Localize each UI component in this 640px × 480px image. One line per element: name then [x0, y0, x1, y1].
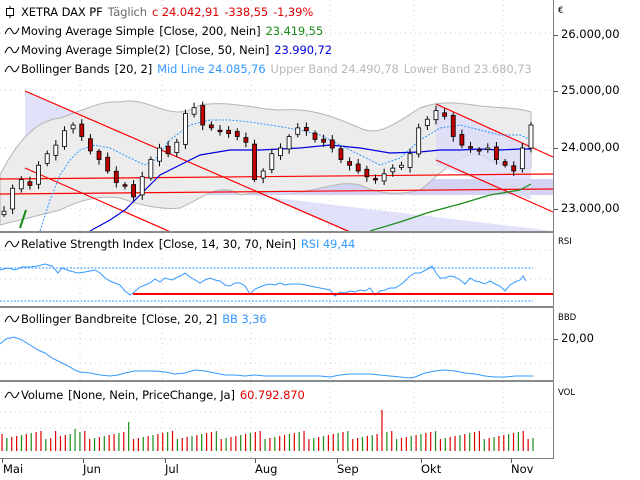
indicator-params: [Close, 200, Nein]: [159, 23, 261, 38]
y-tick: [554, 91, 558, 92]
x-label-aug: Aug: [255, 462, 278, 476]
price-legend: XETRA DAX PF Täglich c 24.042,91 -338,55…: [4, 2, 532, 78]
legend-bollinger[interactable]: Bollinger Bands [20, 2] Mid Line 24.085,…: [4, 59, 532, 78]
indicator-params: [20, 2]: [114, 61, 153, 76]
line-indicator-icon: [4, 65, 20, 72]
legend-instrument[interactable]: XETRA DAX PF Täglich c 24.042,91 -338,55…: [4, 2, 532, 21]
line-indicator-icon: [4, 315, 20, 322]
indicator-params: [Close, 50, Nein]: [175, 42, 270, 57]
bbd-value: BB 3,36: [222, 311, 267, 326]
change-pct: -1,39%: [273, 4, 314, 19]
rsi-title: Relative Strength Index: [21, 236, 154, 251]
x-label-okt: Okt: [421, 462, 442, 476]
interval: Täglich: [107, 4, 147, 19]
indicator-name: Moving Average Simple: [21, 23, 155, 38]
indicator-name: Bollinger Bands: [21, 61, 110, 76]
bb-mid-value: Mid Line 24.085,76: [157, 61, 266, 76]
line-indicator-icon: [4, 46, 20, 53]
candle-icon: [6, 5, 14, 18]
close-price: c 24.042,91: [151, 4, 220, 19]
x-label-mai: Mai: [3, 462, 24, 476]
x-label-jun: Jun: [83, 462, 101, 476]
volume-value: 60.792.870: [239, 387, 305, 402]
vol-axis-label: VOL: [558, 388, 576, 398]
y-tick-label: 23.000,00: [561, 201, 620, 215]
legend-ma50[interactable]: Moving Average Simple(2) [Close, 50, Nei…: [4, 40, 532, 59]
candlesticks: [1, 101, 534, 217]
volume-legend[interactable]: Volume [None, Nein, PriceChange, Ja] 60.…: [4, 385, 305, 404]
volume-params: [None, Nein, PriceChange, Ja]: [68, 387, 235, 402]
y-tick: [554, 209, 558, 210]
line-indicator-icon: [4, 240, 20, 247]
x-tick: [165, 459, 166, 463]
rsi-chart[interactable]: [0, 233, 553, 306]
y-tick-label: 26.000,00: [561, 27, 620, 41]
y-tick: [554, 339, 558, 340]
instrument-name: XETRA DAX PF: [21, 4, 103, 19]
x-tick: [83, 459, 84, 463]
indicator-name: Moving Average Simple(2): [21, 42, 171, 57]
legend-ma200[interactable]: Moving Average Simple [Close, 200, Nein]…: [4, 21, 532, 40]
x-tick: [337, 459, 338, 463]
y-tick: [554, 35, 558, 36]
panel-divider[interactable]: [0, 306, 554, 308]
volume-panel[interactable]: Volume [None, Nein, PriceChange, Ja] 60.…: [0, 382, 554, 459]
y-tick: [554, 148, 558, 149]
rsi-panel[interactable]: Relative Strength Index [Close, 14, 30, …: [0, 233, 554, 306]
x-tick: [2, 459, 3, 463]
price-panel[interactable]: XETRA DAX PF Täglich c 24.042,91 -338,55…: [0, 0, 554, 401]
bbd-title: Bollinger Bandbreite: [21, 311, 137, 326]
x-tick: [421, 459, 422, 463]
bb-lower-value: Lower Band 23.680,73: [403, 61, 532, 76]
change-abs: -338,55: [224, 4, 269, 19]
line-indicator-icon: [4, 27, 20, 34]
x-label-jul: Jul: [165, 462, 179, 476]
volume-bars: [1, 410, 534, 451]
line-indicator-icon: [4, 391, 20, 398]
rsi-axis-label: RSI: [558, 237, 572, 247]
bb-upper-value: Upper Band 24.490,78: [270, 61, 399, 76]
panel-divider[interactable]: [0, 231, 554, 233]
y-tick-label: 25.000,00: [561, 83, 620, 97]
x-label-nov: Nov: [511, 462, 534, 476]
bbd-chart[interactable]: [0, 308, 553, 380]
currency-label: €: [558, 6, 564, 16]
volume-chart[interactable]: [0, 382, 553, 458]
volume-title: Volume: [21, 387, 64, 402]
x-tick: [511, 459, 512, 463]
bbd-panel[interactable]: Bollinger Bandbreite [Close, 20, 2] BB 3…: [0, 308, 554, 380]
x-tick: [255, 459, 256, 463]
y-tick-label: 24.000,00: [561, 140, 620, 154]
rsi-params: [Close, 14, 30, 70, Nein]: [158, 236, 296, 251]
panel-divider[interactable]: [0, 380, 554, 382]
bbd-params: [Close, 20, 2]: [141, 311, 218, 326]
indicator-value: 23.419,55: [265, 23, 324, 38]
bbd-legend[interactable]: Bollinger Bandbreite [Close, 20, 2] BB 3…: [4, 309, 267, 328]
x-label-sep: Sep: [337, 462, 359, 476]
indicator-value: 23.990,72: [274, 42, 332, 57]
rsi-legend[interactable]: Relative Strength Index [Close, 14, 30, …: [4, 234, 355, 253]
bbd-axis-label: BBD: [558, 313, 577, 323]
rsi-value: RSI 49,44: [300, 236, 356, 251]
bbd-tick-label: 20,00: [561, 331, 594, 345]
